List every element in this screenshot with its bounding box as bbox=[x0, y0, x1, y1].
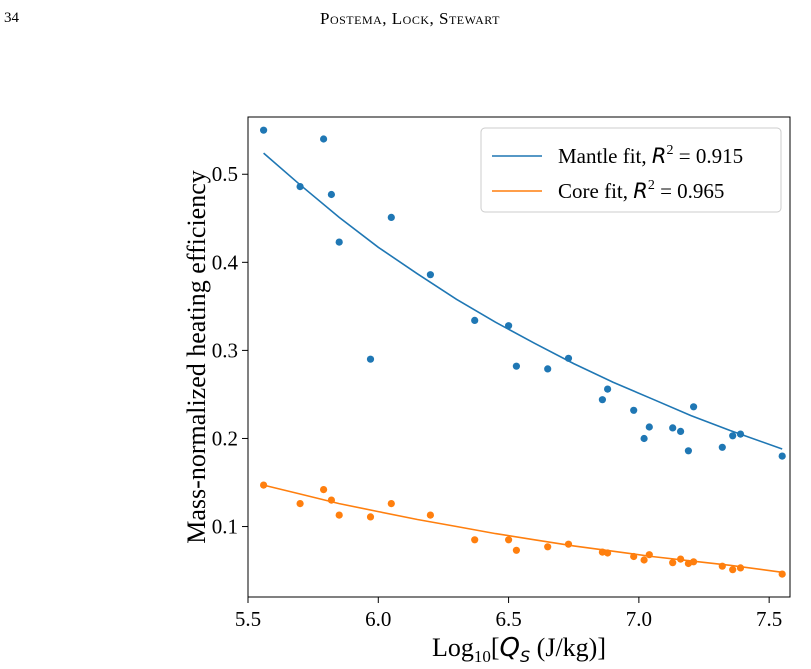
legend-mantle-label: Mantle fit, R2 = 0.915 bbox=[558, 143, 743, 168]
legend-mantle-text: Mantle fit, bbox=[558, 144, 652, 168]
mantle-point bbox=[604, 385, 612, 393]
core-point bbox=[327, 496, 335, 504]
core-point bbox=[736, 564, 745, 572]
y-tick-label: 0.2 bbox=[212, 426, 238, 450]
core-point bbox=[729, 566, 737, 574]
mantle-point bbox=[677, 427, 685, 435]
mantle-point bbox=[564, 354, 573, 362]
mantle-point bbox=[426, 271, 434, 279]
core-point bbox=[426, 511, 434, 519]
legend-core-text: Core fit, bbox=[558, 179, 633, 203]
x-axis-label-subscript: 10 bbox=[474, 647, 491, 666]
core-point bbox=[505, 536, 513, 544]
core-point bbox=[564, 540, 573, 548]
mantle-point bbox=[505, 322, 513, 330]
page-number: 34 bbox=[4, 10, 19, 26]
y-tick-label: 0.4 bbox=[212, 250, 239, 274]
mantle-point bbox=[335, 238, 343, 246]
x-axis-label-prefix: Log bbox=[432, 633, 474, 662]
x-tick-label: 7.5 bbox=[756, 607, 782, 631]
y-tick-label: 0.1 bbox=[212, 515, 238, 539]
core-fit-line bbox=[263, 484, 783, 574]
core-point bbox=[669, 559, 677, 567]
core-point bbox=[645, 551, 653, 559]
y-axis-label: Mass-normalized heating efficiency bbox=[182, 170, 211, 543]
mantle-point bbox=[645, 423, 653, 431]
mantle-point bbox=[630, 406, 638, 414]
core-point bbox=[544, 543, 552, 551]
legend-mantle-equals: = bbox=[674, 144, 696, 168]
x-axis-label-bracket: [ bbox=[491, 633, 500, 662]
core-point bbox=[690, 558, 698, 566]
x-axis-label-variable: Q bbox=[500, 633, 520, 663]
legend-core-r-exponent: 2 bbox=[648, 178, 655, 193]
legend-core-r2: 0.965 bbox=[677, 179, 724, 203]
mantle-point bbox=[471, 316, 479, 324]
legend: Mantle fit, R2 = 0.915 Core fit, R2 = 0.… bbox=[480, 127, 782, 213]
core-point bbox=[260, 481, 268, 489]
core-point bbox=[296, 500, 304, 508]
mantle-point bbox=[327, 190, 335, 199]
legend-box bbox=[480, 127, 782, 213]
core-point bbox=[630, 552, 638, 561]
mantle-point bbox=[366, 355, 375, 363]
mantle-point bbox=[778, 452, 786, 460]
mantle-point bbox=[669, 424, 677, 432]
core-point bbox=[640, 556, 648, 564]
running-head: Postema, Lock, Stewart bbox=[320, 9, 500, 28]
legend-core-equals: = bbox=[655, 179, 677, 203]
legend-mantle-r2: 0.915 bbox=[696, 144, 743, 168]
mantle-point bbox=[684, 447, 693, 455]
plot-frame bbox=[247, 116, 791, 598]
mantle-point bbox=[598, 396, 607, 404]
core-point bbox=[387, 500, 395, 508]
axes: 5.5 6.0 6.5 7.0 7.5 0.1 0.2 0.3 0.4 0.5 bbox=[212, 162, 783, 631]
x-tick-label: 7.0 bbox=[626, 607, 652, 631]
mantle-point bbox=[260, 126, 268, 134]
x-axis-label: Log10[QS (J/kg)] bbox=[432, 633, 606, 666]
mantle-point bbox=[640, 434, 648, 443]
y-tick-label: 0.3 bbox=[212, 338, 238, 362]
plot-area bbox=[260, 126, 786, 578]
core-point bbox=[604, 549, 612, 557]
mantle-point bbox=[387, 213, 395, 221]
mantle-point bbox=[296, 183, 304, 191]
core-point bbox=[471, 536, 479, 544]
core-point bbox=[366, 513, 375, 521]
core-point bbox=[778, 570, 786, 578]
legend-mantle-r-exponent: 2 bbox=[667, 143, 674, 158]
core-point bbox=[718, 562, 726, 570]
core-point bbox=[335, 511, 343, 519]
x-axis-label-unit: (J/kg)] bbox=[530, 633, 606, 662]
x-tick-label: 5.5 bbox=[235, 607, 261, 631]
x-tick-label: 6.5 bbox=[495, 607, 521, 631]
core-point bbox=[320, 486, 328, 494]
x-axis-label-variable-subscript: S bbox=[520, 647, 530, 666]
mantle-point bbox=[729, 432, 737, 440]
legend-core-label: Core fit, R2 = 0.965 bbox=[558, 178, 724, 203]
core-point bbox=[677, 555, 685, 563]
legend-core-r-symbol: R bbox=[633, 179, 648, 203]
y-tick-label: 0.5 bbox=[212, 162, 238, 186]
x-tick-label: 6.0 bbox=[365, 607, 391, 631]
mantle-fit-line bbox=[263, 152, 783, 450]
legend-mantle-r-symbol: R bbox=[652, 144, 667, 168]
mantle-point bbox=[736, 430, 745, 438]
mantle-point bbox=[544, 365, 552, 373]
mantle-point bbox=[320, 135, 328, 143]
core-point bbox=[512, 546, 521, 554]
mantle-point bbox=[512, 362, 521, 370]
mantle-point bbox=[690, 403, 698, 411]
mantle-point bbox=[718, 443, 726, 451]
